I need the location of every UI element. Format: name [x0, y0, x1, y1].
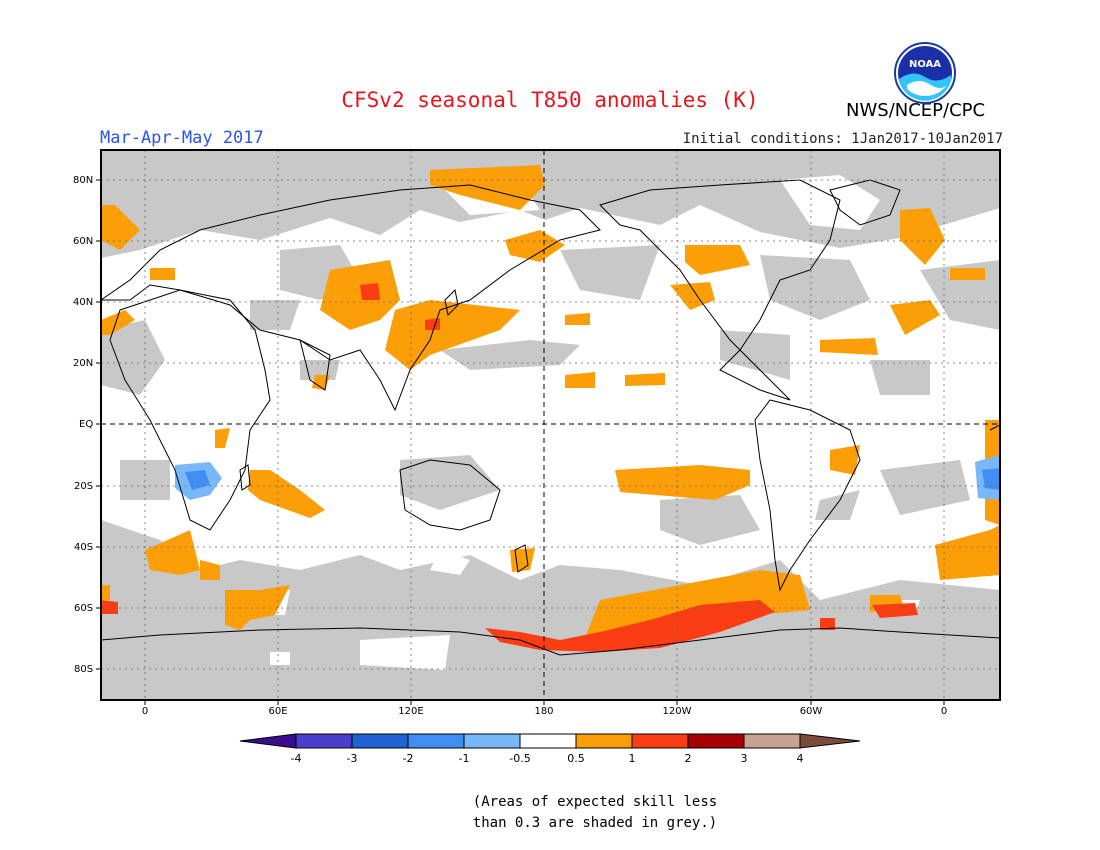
colorbar-swatch-below-minus-4 — [239, 733, 297, 749]
colorbar-swatch-above-4 — [799, 733, 861, 749]
lat-label-60n: 60N — [73, 236, 94, 247]
colorbar-label: -0.5 — [509, 752, 531, 765]
map-field — [101, 150, 1000, 700]
svg-text:NOAA: NOAA — [909, 59, 941, 70]
noaa-logo: NOAA — [894, 42, 956, 104]
lat-label-60s: 60S — [74, 603, 94, 614]
lon-label-60e: 60E — [268, 706, 288, 717]
colorbar-label: 1 — [628, 752, 636, 765]
map-title: CFSv2 seasonal T850 anomalies (K) — [341, 88, 759, 112]
lon-label-60w: 60W — [799, 706, 823, 717]
lat-label-20n: 20N — [73, 358, 94, 369]
colorbar-swatch-1-to-2 — [631, 733, 689, 749]
lat-label-20s: 20S — [74, 481, 94, 492]
lat-label-40n: 40N — [73, 297, 94, 308]
colorbar-swatches — [239, 733, 861, 749]
low-skill-grey-regions — [101, 150, 1000, 700]
skill-note-line-2: than 0.3 are shaded in grey.) — [472, 815, 718, 831]
colorbar-swatch-minus-0.5-to-0.5 — [519, 733, 577, 749]
colorbar-swatch-minus-1-to-minus-0.5 — [463, 733, 521, 749]
lat-label-80s: 80S — [74, 664, 94, 675]
skill-note-line-1: (Areas of expected skill less — [472, 794, 718, 810]
colorbar-label: 0.5 — [567, 752, 585, 765]
colorbar-swatch-3-to-4 — [743, 733, 801, 749]
colorbar-swatch-2-to-3 — [687, 733, 745, 749]
colorbar-swatch-minus-2-to-minus-1 — [407, 733, 465, 749]
graticule — [101, 150, 1000, 700]
axis-ticks — [96, 179, 945, 705]
lat-label-eq: EQ — [79, 419, 94, 430]
colorbar-swatch-0.5-to-1 — [575, 733, 633, 749]
lat-label-40s: 40S — [74, 542, 94, 553]
colorbar-label: -4 — [290, 752, 302, 765]
colorbar-label: -1 — [458, 752, 470, 765]
colorbar-label: 3 — [740, 752, 748, 765]
cool-anomaly-regions — [175, 455, 1000, 500]
colorbar-label: -2 — [402, 752, 414, 765]
colorbar-label: 2 — [684, 752, 692, 765]
skill-note: (Areas of expected skill less than 0.3 a… — [0, 792, 1100, 834]
colorbar-swatch-minus-4-to-minus-3 — [295, 733, 353, 749]
colorbar-label: -3 — [346, 752, 358, 765]
lon-label-120e: 120E — [398, 706, 424, 717]
lon-label-180: 180 — [534, 706, 554, 717]
colorbar-swatch-minus-3-to-minus-2 — [351, 733, 409, 749]
lon-label-120w: 120W — [662, 706, 692, 717]
season-label: Mar-Apr-May 2017 — [100, 128, 264, 148]
map-frame — [100, 149, 1001, 701]
lon-label-0: 0 — [141, 706, 149, 717]
equator-dateline — [101, 150, 1000, 700]
colorbar-label: 4 — [796, 752, 804, 765]
organization-label: NWS/NCEP/CPC — [846, 100, 986, 121]
lat-label-80n: 80N — [73, 175, 94, 186]
lon-label-0-east: 0 — [940, 706, 948, 717]
initial-conditions-label: Initial conditions: 1Jan2017-10Jan2017 — [682, 131, 1003, 147]
coastlines — [101, 179, 1000, 656]
